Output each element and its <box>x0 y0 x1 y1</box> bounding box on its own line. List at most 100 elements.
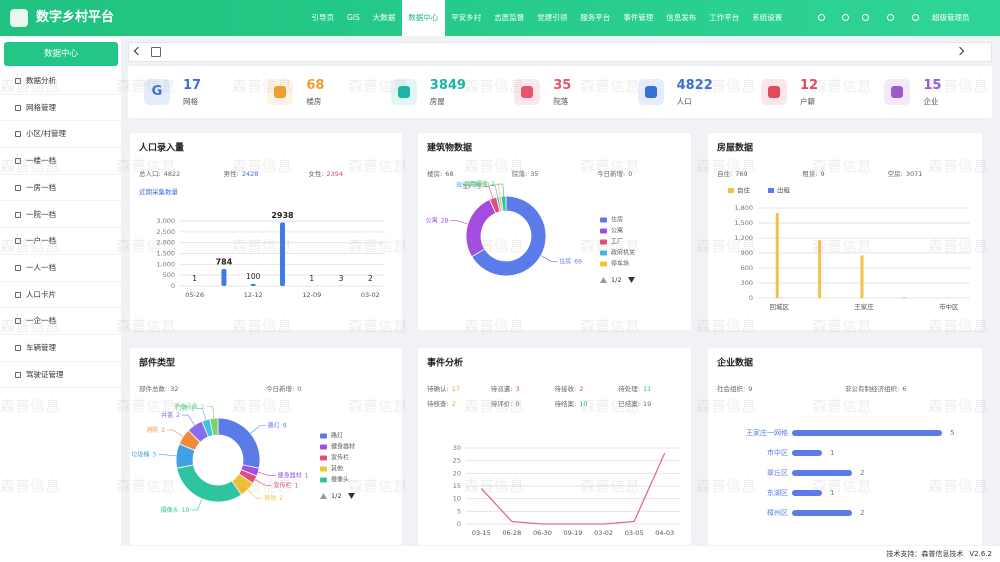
sidebar-icon <box>15 238 21 245</box>
sidebar-icon <box>15 371 21 378</box>
y-tick-label: 2,000 <box>156 239 175 247</box>
stat-glyph <box>891 86 904 98</box>
slice-label: 垃圾桶 3 <box>131 450 156 458</box>
legend-prev[interactable] <box>600 277 607 283</box>
leader-line <box>247 489 263 499</box>
footer-version: V2.6.2 <box>969 550 992 558</box>
stats-row: G 17 网格 68 楼房 3849 房屋 35 院落 4822 人口 12 户籍 15 企业 <box>128 66 992 118</box>
nav-item[interactable]: 信息发布 <box>666 13 697 22</box>
slice-name: 消防 <box>146 425 158 433</box>
legend-swatch <box>320 444 327 450</box>
sidebar-item[interactable]: 车辆管理 <box>0 335 121 362</box>
legend-label: 住房 <box>611 216 623 224</box>
bar <box>792 490 822 496</box>
nav-item[interactable]: GIS <box>347 13 360 22</box>
stat-value: 0 <box>515 400 519 408</box>
sidebar-item[interactable]: 一企一档 <box>0 308 121 335</box>
nav-item[interactable]: 系统设置 <box>752 13 783 22</box>
nav-item[interactable]: 平安乡村 <box>451 13 482 22</box>
data-label: 2 <box>860 509 864 517</box>
tab-prev[interactable] <box>133 46 143 56</box>
header-icon[interactable] <box>862 14 869 21</box>
sidebar-item[interactable]: 一人一档 <box>0 255 121 282</box>
sidebar-icon <box>15 318 21 325</box>
card-stat: 今日新增: 0 <box>597 169 632 178</box>
stat-label: 院落 <box>553 97 569 106</box>
y-tick-label: 10 <box>453 495 461 503</box>
slice-name: 摄像头 <box>161 505 179 513</box>
stat-icon <box>637 79 664 105</box>
nav-item[interactable]: 志愿监督 <box>494 13 525 22</box>
slice-label: 其他 2 <box>264 494 283 502</box>
user-name[interactable]: 超级管理员 <box>932 13 970 22</box>
x-tick-label: 05-26 <box>185 291 204 299</box>
nav-item[interactable]: 党建引领 <box>537 13 568 22</box>
nav-item[interactable]: 工作平台 <box>709 13 740 22</box>
slice-label: 停车场 1 <box>465 180 490 188</box>
slice-name: 其他 <box>264 494 276 502</box>
y-tick-label: 600 <box>741 264 753 272</box>
stat-label: 社会组织: <box>717 384 745 393</box>
slice-name: 路灯 <box>268 421 280 429</box>
data-label: 1 <box>192 274 197 283</box>
sidebar-item[interactable]: 人口卡片 <box>0 282 121 309</box>
sidebar-item[interactable]: 小区/村管理 <box>0 121 121 149</box>
slice-name: 政府机关 <box>456 181 480 189</box>
slice-name: 门牌 <box>175 404 187 412</box>
y-tick-label: 0 <box>457 520 461 528</box>
leader-line <box>496 183 504 197</box>
slice-name: 停车场 <box>465 180 483 188</box>
legend-label: 健身器材 <box>331 443 355 451</box>
sidebar-item[interactable]: 一房一档 <box>0 175 121 202</box>
sidebar-item[interactable]: 数据分析 <box>0 68 121 95</box>
header-icon[interactable] <box>912 14 919 21</box>
legend-swatch <box>600 228 607 234</box>
tab-next[interactable] <box>955 46 965 56</box>
nav-item[interactable]: 引导页 <box>311 13 335 22</box>
sidebar: 数据中心 数据分析 网格管理 小区/村管理 一楼一档 一房一档 一院一档 一户一档 一人一档 人口… <box>0 38 121 546</box>
stat-value: 11 <box>643 385 651 393</box>
data-label: 100 <box>246 272 261 281</box>
leader-line <box>540 255 558 262</box>
sidebar-item[interactable]: 驾驶证管理 <box>0 362 121 389</box>
sidebar-item[interactable]: 一楼一档 <box>0 148 121 175</box>
leader-line <box>206 405 215 419</box>
legend-swatch <box>600 239 607 245</box>
card: 建筑物数据 楼房: 68 院落: 35 今日新增: 0 住房 69 公寓 28 工厂 3 政府机关 1 停车场… <box>418 133 691 330</box>
header-icon[interactable] <box>818 14 825 21</box>
x-tick-label: 03-15 <box>472 529 491 537</box>
pie-slice <box>471 195 547 277</box>
y-tick-label: 1,500 <box>156 250 175 258</box>
slice-label: 健身器材 1 <box>278 471 309 479</box>
data-label: 5 <box>950 429 954 437</box>
slice-value: 2 <box>161 426 165 433</box>
nav-item[interactable]: 服务平台 <box>580 13 611 22</box>
pie-slice <box>465 199 497 258</box>
slice-value: 2 <box>176 412 180 419</box>
card-title: 部件类型 <box>139 357 175 369</box>
legend-prev[interactable] <box>320 493 327 499</box>
stat-label: 今日新增: <box>597 169 625 178</box>
nav-item[interactable]: 大数据 <box>372 13 396 22</box>
header-icon[interactable] <box>842 14 849 21</box>
stat-label: 待确认: <box>427 384 449 393</box>
tab-home[interactable] <box>151 47 161 57</box>
sidebar-item[interactable]: 一院一档 <box>0 202 121 229</box>
bar <box>280 222 285 286</box>
nav-item[interactable]: 数据中心 <box>401 0 445 36</box>
card: 企业数据 社会组织: 9 非公有制经济组织: 6 王家庄一网格 5 市中区 1 翠丘区 2 东湖区 1 樟… <box>708 348 982 545</box>
legend-swatch <box>728 188 734 193</box>
sidebar-item[interactable]: 一户一档 <box>0 228 121 255</box>
stat-value: 3 <box>515 385 519 393</box>
nav-item[interactable]: 事件管理 <box>623 13 654 22</box>
leader-line <box>167 429 184 437</box>
slice-name: 健身器材 <box>278 471 302 479</box>
sidebar-item[interactable]: 网格管理 <box>0 95 121 122</box>
stat-label: 人口 <box>676 97 692 106</box>
header-icon[interactable] <box>887 14 894 21</box>
x-tick-label: 12-09 <box>302 291 321 299</box>
y-tick-label: 900 <box>741 249 753 257</box>
